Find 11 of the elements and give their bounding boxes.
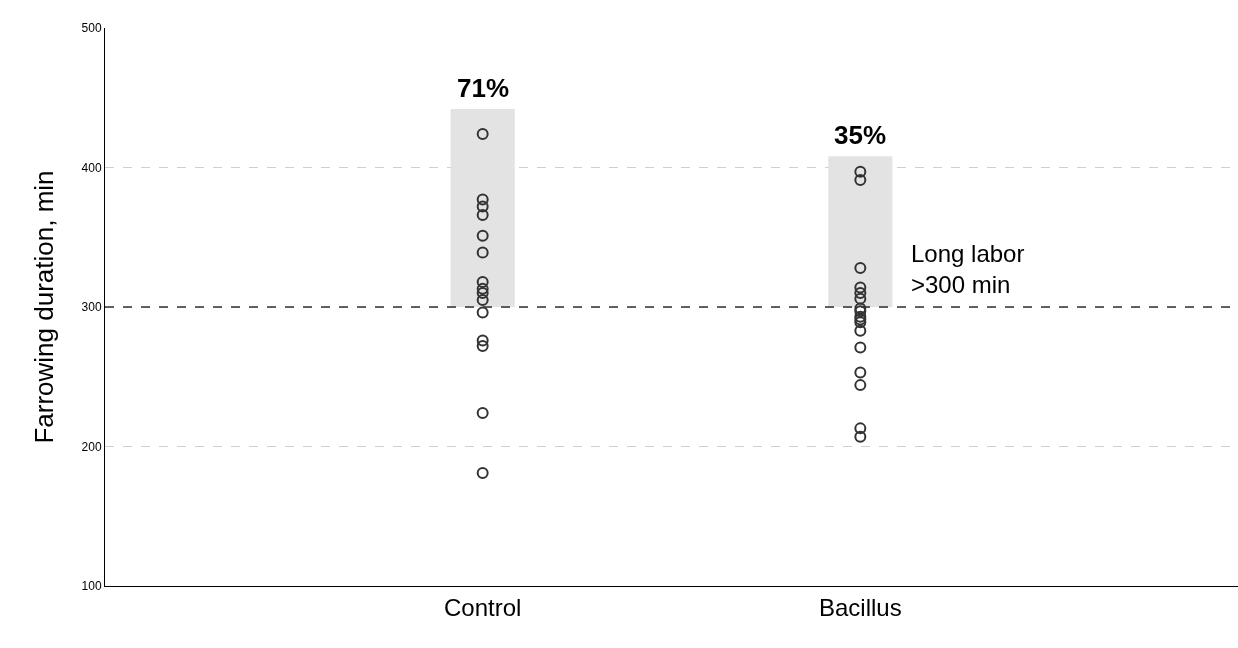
y-axis-title: Farrowing duration, min [28, 170, 59, 444]
y-tick-label: 400 [81, 160, 102, 175]
x-tick-label: Bacillus [818, 593, 902, 621]
y-tick-label: 500 [81, 21, 102, 36]
y-tick-label: 100 [81, 579, 102, 594]
ref-line-label: Long labor >300 min [911, 240, 1025, 299]
x-tick-label: Control [443, 593, 522, 621]
annotation: 35% [834, 120, 887, 150]
annotation: 71% [457, 73, 510, 103]
y-tick-label: 300 [81, 300, 102, 315]
y-tick-label: 200 [81, 439, 102, 454]
